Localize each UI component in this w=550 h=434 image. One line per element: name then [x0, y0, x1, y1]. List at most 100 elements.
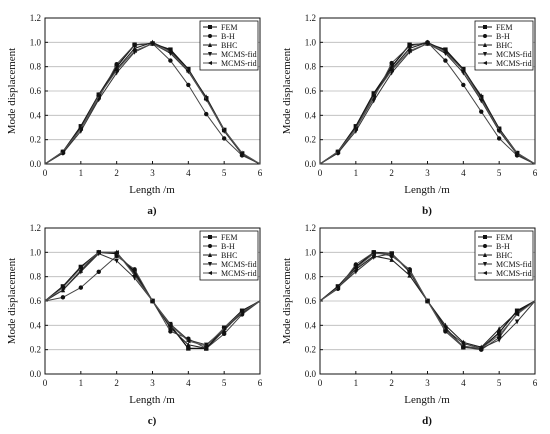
legend-entry: MCMS-fid: [221, 260, 257, 269]
data-point: [114, 62, 119, 67]
data-point: [461, 82, 466, 88]
data-point: [203, 97, 209, 102]
data-point: [114, 258, 119, 264]
data-point: [132, 267, 137, 272]
data-point: [496, 326, 502, 332]
panel-label: a): [147, 205, 157, 217]
x-axis-label: Length /m: [129, 394, 175, 406]
legend-entry: MCMS-rid: [496, 59, 532, 68]
x-tick-label: 3: [425, 168, 430, 178]
x-tick-label: 1: [79, 168, 84, 178]
x-tick-label: 5: [497, 168, 502, 178]
chart-panel-3: 0.0 0.2 0.4 0.6 0.8 1.0 1.2 0 1 2 3 4 5 6 Length /m Mod…: [6, 223, 263, 427]
x-tick-label: 6: [258, 378, 263, 388]
legend-swatch-marker: [207, 271, 212, 275]
data-point: [186, 342, 191, 347]
data-point: [78, 264, 84, 270]
legend-swatch-marker: [482, 61, 487, 65]
data-point: [371, 93, 376, 99]
y-tick-label: 0.0: [30, 159, 42, 169]
y-tick-label: 0.4: [30, 110, 42, 120]
y-axis-label: Mode displacement: [281, 258, 293, 344]
x-tick-label: 2: [389, 168, 394, 178]
panel-label: b): [422, 205, 432, 217]
data-point: [478, 97, 484, 102]
data-point: [132, 42, 137, 47]
y-tick-label: 1.0: [305, 247, 317, 257]
data-point: [96, 93, 101, 99]
x-tick-label: 0: [43, 378, 48, 388]
y-tick-label: 0.2: [30, 345, 41, 355]
y-tick-label: 0.8: [305, 272, 317, 282]
data-point: [514, 150, 520, 156]
data-point: [221, 127, 227, 133]
data-point: [479, 109, 484, 114]
y-tick-label: 1.0: [305, 37, 317, 47]
data-point: [239, 150, 245, 156]
legend-entry: BHC: [221, 41, 237, 50]
y-tick-label: 0.2: [305, 345, 316, 355]
data-point: [185, 68, 191, 73]
legend-entry: B-H: [496, 242, 510, 251]
legend-swatch-marker: [483, 25, 487, 29]
legend-swatch-marker: [208, 42, 212, 47]
y-tick-label: 0.0: [305, 159, 317, 169]
x-axis-label: Length /m: [404, 184, 450, 196]
y-tick-label: 1.2: [30, 223, 41, 233]
data-point: [60, 295, 66, 300]
x-tick-label: 4: [461, 378, 466, 388]
y-tick-label: 0.6: [30, 296, 42, 306]
data-point: [406, 268, 412, 273]
legend-swatch-marker: [208, 25, 212, 29]
data-point: [221, 325, 227, 330]
legend-entry: MCMS-fid: [496, 260, 532, 269]
legend-entry: FEM: [496, 233, 512, 242]
chart-panel-1: 0.0 0.2 0.4 0.6 0.8 1.0 1.2 0 1 2 3 4 5 6 Length /m Mod…: [6, 13, 263, 217]
y-tick-label: 0.8: [30, 272, 42, 282]
data-point: [113, 250, 119, 255]
legend-entry: MCMS-fid: [221, 50, 257, 59]
data-point: [168, 325, 173, 330]
legend-entry: FEM: [221, 23, 237, 32]
panel-label: d): [422, 415, 432, 427]
x-tick-label: 5: [497, 378, 502, 388]
data-point: [186, 346, 191, 351]
legend-swatch-marker: [483, 244, 487, 248]
y-tick-label: 1.0: [30, 37, 42, 47]
data-point: [114, 253, 119, 259]
x-tick-label: 6: [533, 378, 538, 388]
legend-entry: B-H: [496, 32, 510, 41]
data-point: [406, 48, 412, 54]
x-tick-label: 5: [222, 378, 227, 388]
y-tick-label: 1.0: [30, 247, 42, 257]
data-point: [371, 98, 376, 104]
legend-swatch-marker: [208, 235, 212, 239]
x-tick-label: 0: [318, 168, 323, 178]
data-point: [186, 82, 191, 88]
data-point: [167, 49, 173, 55]
y-axis-label: Mode displacement: [6, 258, 18, 344]
legend-entry: MCMS-rid: [496, 269, 532, 278]
x-tick-label: 4: [186, 378, 191, 388]
data-point: [221, 331, 227, 337]
data-point: [388, 251, 394, 256]
data-point: [478, 346, 484, 351]
legend-swatch-marker: [482, 271, 487, 275]
data-point: [443, 58, 448, 63]
x-tick-label: 5: [222, 168, 227, 178]
legend-entry: B-H: [221, 32, 235, 41]
data-point: [424, 298, 430, 304]
y-tick-label: 0.6: [305, 86, 317, 96]
y-axis-label: Mode displacement: [6, 48, 18, 134]
data-point: [78, 126, 84, 131]
legend-swatch-marker: [483, 235, 487, 239]
legend-entry: BHC: [496, 41, 512, 50]
data-point: [149, 298, 155, 304]
x-tick-label: 4: [461, 168, 466, 178]
legend-entry: BHC: [221, 251, 237, 260]
x-tick-label: 1: [354, 168, 359, 178]
legend-entry: FEM: [221, 233, 237, 242]
